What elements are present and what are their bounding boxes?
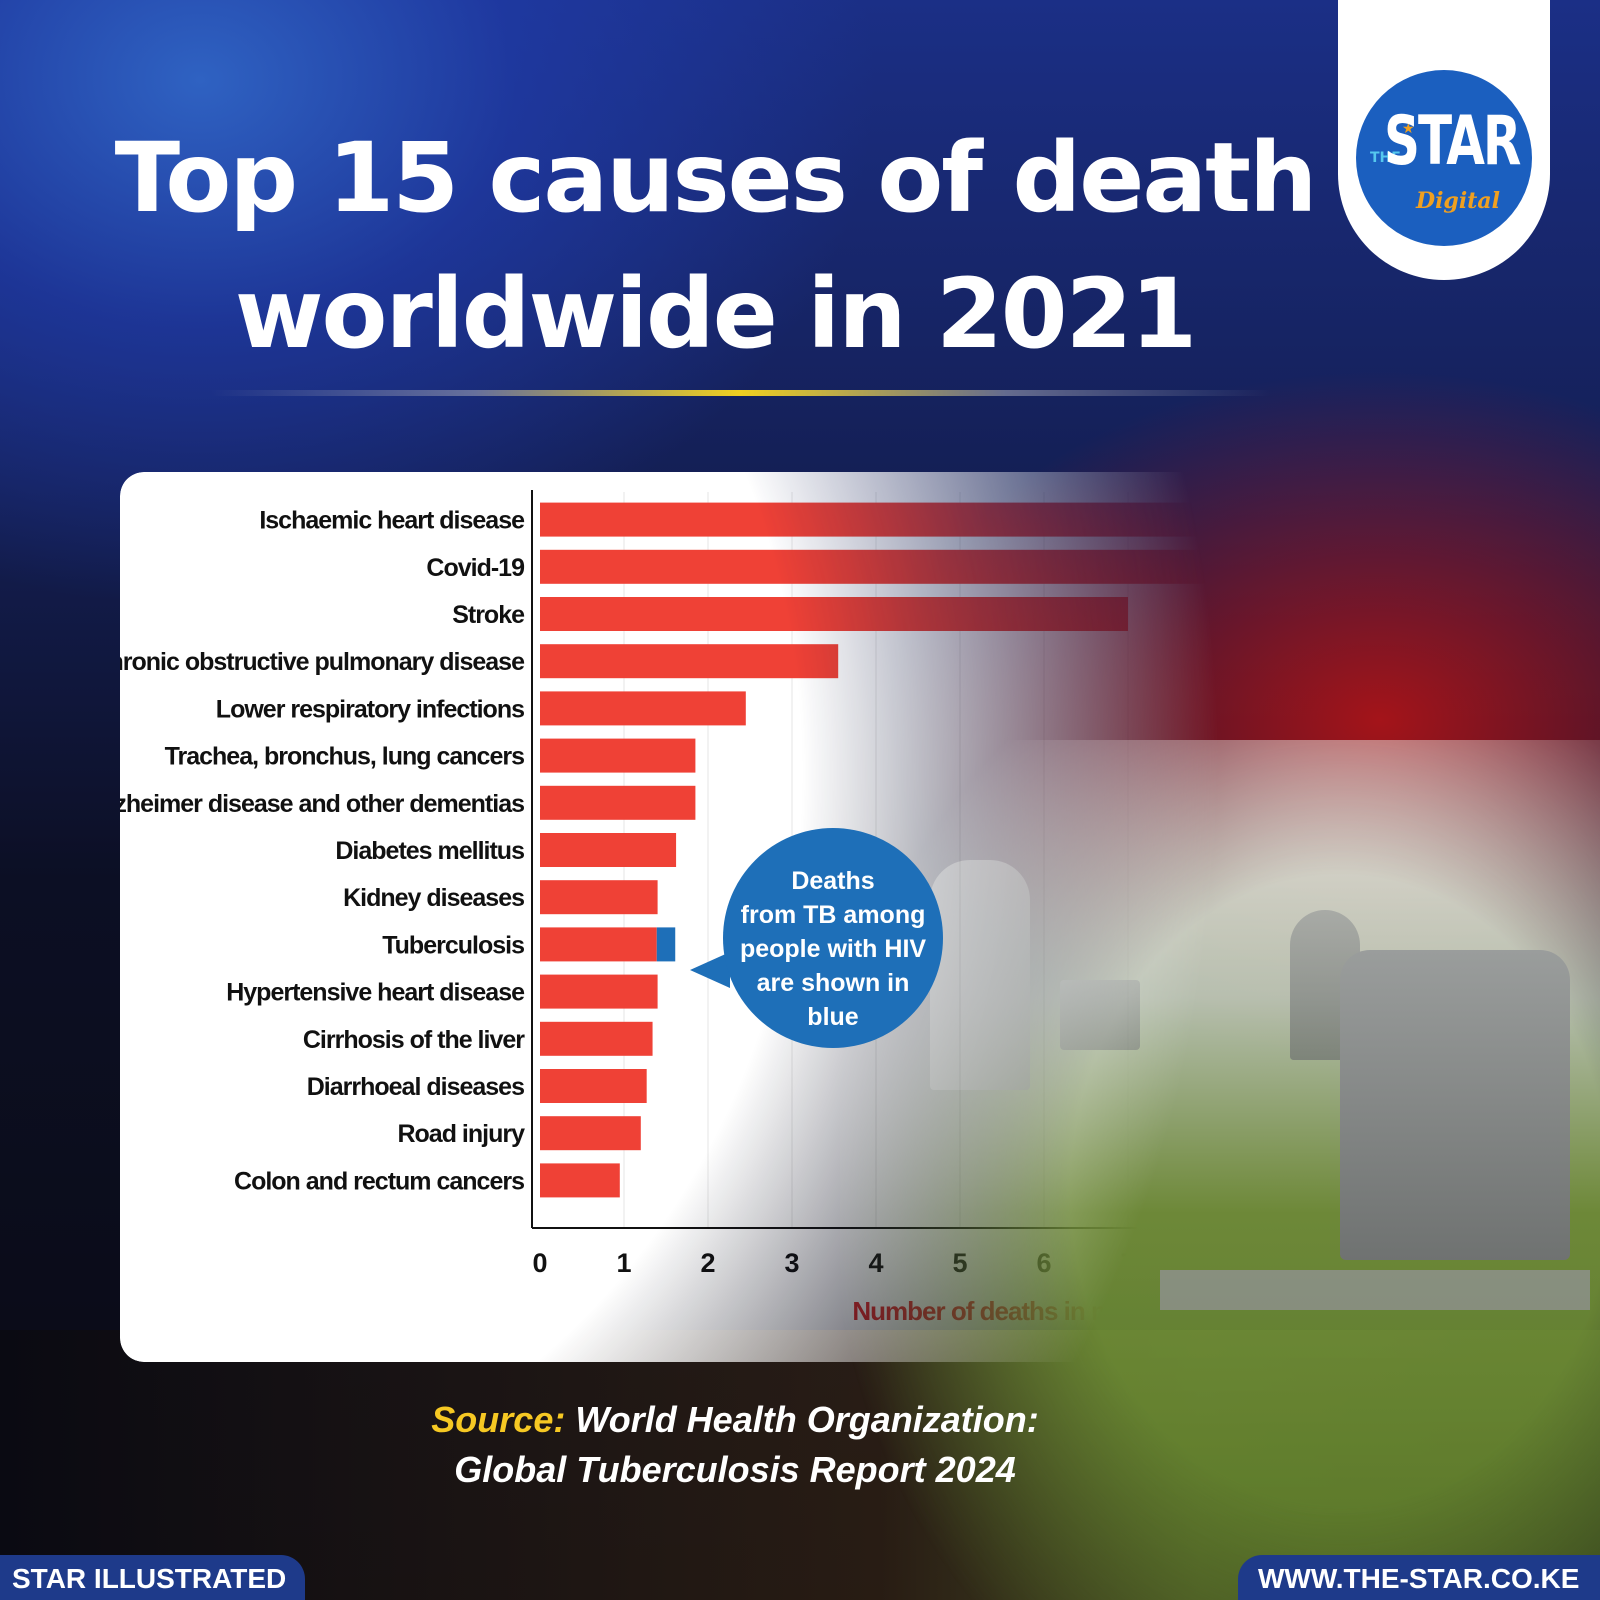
category-label: Diabetes mellitus bbox=[335, 837, 524, 865]
x-tick-label: 2 bbox=[700, 1248, 715, 1278]
source-line-1: World Health Organization: bbox=[575, 1399, 1039, 1440]
star-digital-logo: THE ★ STAR Digital bbox=[1338, 0, 1550, 280]
callout-line: are shown in bbox=[756, 969, 910, 997]
bar bbox=[540, 974, 658, 1009]
x-tick-label: 9 bbox=[1288, 1248, 1303, 1278]
category-label: Ischaemic heart disease bbox=[259, 507, 525, 535]
title-line-1: Top 15 causes of death bbox=[114, 122, 1318, 234]
callout-text: Deaths from TB among people with HIV are… bbox=[723, 864, 943, 1034]
logo-digital-text: Digital bbox=[1416, 188, 1500, 214]
logo-the-text: THE bbox=[1370, 150, 1401, 166]
source-note: Source: World Health Organization: Globa… bbox=[0, 1395, 1470, 1495]
bar bbox=[540, 644, 839, 679]
callout-tail bbox=[690, 952, 730, 988]
category-label: Road injury bbox=[397, 1120, 525, 1148]
category-label: Lower respiratory infections bbox=[216, 695, 524, 723]
logo-circle: THE ★ STAR Digital bbox=[1356, 70, 1532, 246]
x-tick-label: 5 bbox=[952, 1248, 967, 1278]
bar bbox=[540, 833, 677, 867]
bar bbox=[540, 880, 658, 915]
bar-tb-hiv-segment bbox=[656, 927, 676, 962]
page-title: Top 15 causes of death worldwide in 2021 bbox=[100, 110, 1330, 382]
x-tick-label: 7 bbox=[1120, 1248, 1135, 1278]
footer-credit: STAR ILLUSTRATED bbox=[0, 1555, 305, 1600]
bar bbox=[540, 1163, 620, 1198]
logo-star-text: STAR bbox=[1384, 101, 1521, 181]
footer-website-link[interactable]: WWW.THE-STAR.CO.KE bbox=[1238, 1555, 1600, 1600]
x-tick-label: 4 bbox=[868, 1248, 883, 1278]
category-label: Alzheimer disease and other dementias bbox=[120, 790, 524, 818]
category-label: Chronic obstructive pulmonary disease bbox=[120, 648, 525, 676]
bar bbox=[540, 1116, 641, 1151]
bar bbox=[540, 597, 1128, 631]
bar bbox=[540, 1069, 647, 1103]
bar bbox=[540, 1021, 653, 1056]
category-label: Kidney diseases bbox=[343, 884, 524, 912]
bar bbox=[540, 502, 1305, 537]
category-label: Trachea, bronchus, lung cancers bbox=[165, 743, 525, 771]
x-tick-label: 6 bbox=[1036, 1248, 1051, 1278]
category-label: Hypertensive heart disease bbox=[226, 979, 525, 1007]
category-label: Colon and rectum cancers bbox=[234, 1167, 524, 1195]
x-tick-label: 10 bbox=[1365, 1248, 1395, 1278]
title-line-2: worldwide in 2021 bbox=[234, 258, 1197, 370]
bar bbox=[540, 738, 696, 773]
bar bbox=[540, 785, 696, 820]
category-label: Diarrhoeal diseases bbox=[307, 1073, 524, 1101]
x-tick-label: 8 bbox=[1204, 1248, 1219, 1278]
x-tick-label: 3 bbox=[784, 1248, 799, 1278]
callout-line: from TB among bbox=[740, 901, 926, 929]
tb-hiv-callout: Deaths from TB among people with HIV are… bbox=[723, 828, 943, 1048]
x-tick-label: 1 bbox=[616, 1248, 631, 1278]
callout-line: blue bbox=[807, 1003, 859, 1031]
star-icon: ★ bbox=[1402, 120, 1415, 136]
bar bbox=[540, 691, 746, 726]
source-label: Source: bbox=[431, 1399, 566, 1440]
title-divider bbox=[210, 390, 1270, 396]
category-label: Tuberculosis bbox=[382, 931, 524, 959]
bar bbox=[540, 549, 1280, 584]
bar-chart: Ischaemic heart disease Covid-19 Stroke Chr… bbox=[120, 490, 1410, 1326]
category-label: Cirrhosis of the liver bbox=[303, 1026, 525, 1054]
x-tick-label: 0 bbox=[532, 1248, 547, 1278]
category-label: Covid-19 bbox=[426, 554, 524, 582]
chart-card: Ischaemic heart disease Covid-19 Stroke Chr… bbox=[120, 472, 1440, 1362]
bar bbox=[540, 927, 657, 962]
callout-line: Deaths bbox=[791, 867, 875, 895]
x-axis-title: Number of deaths in millions bbox=[852, 1296, 1181, 1326]
source-line-2: Global Tuberculosis Report 2024 bbox=[454, 1449, 1016, 1490]
category-label: Stroke bbox=[452, 601, 525, 629]
callout-line: people with HIV bbox=[739, 935, 927, 963]
